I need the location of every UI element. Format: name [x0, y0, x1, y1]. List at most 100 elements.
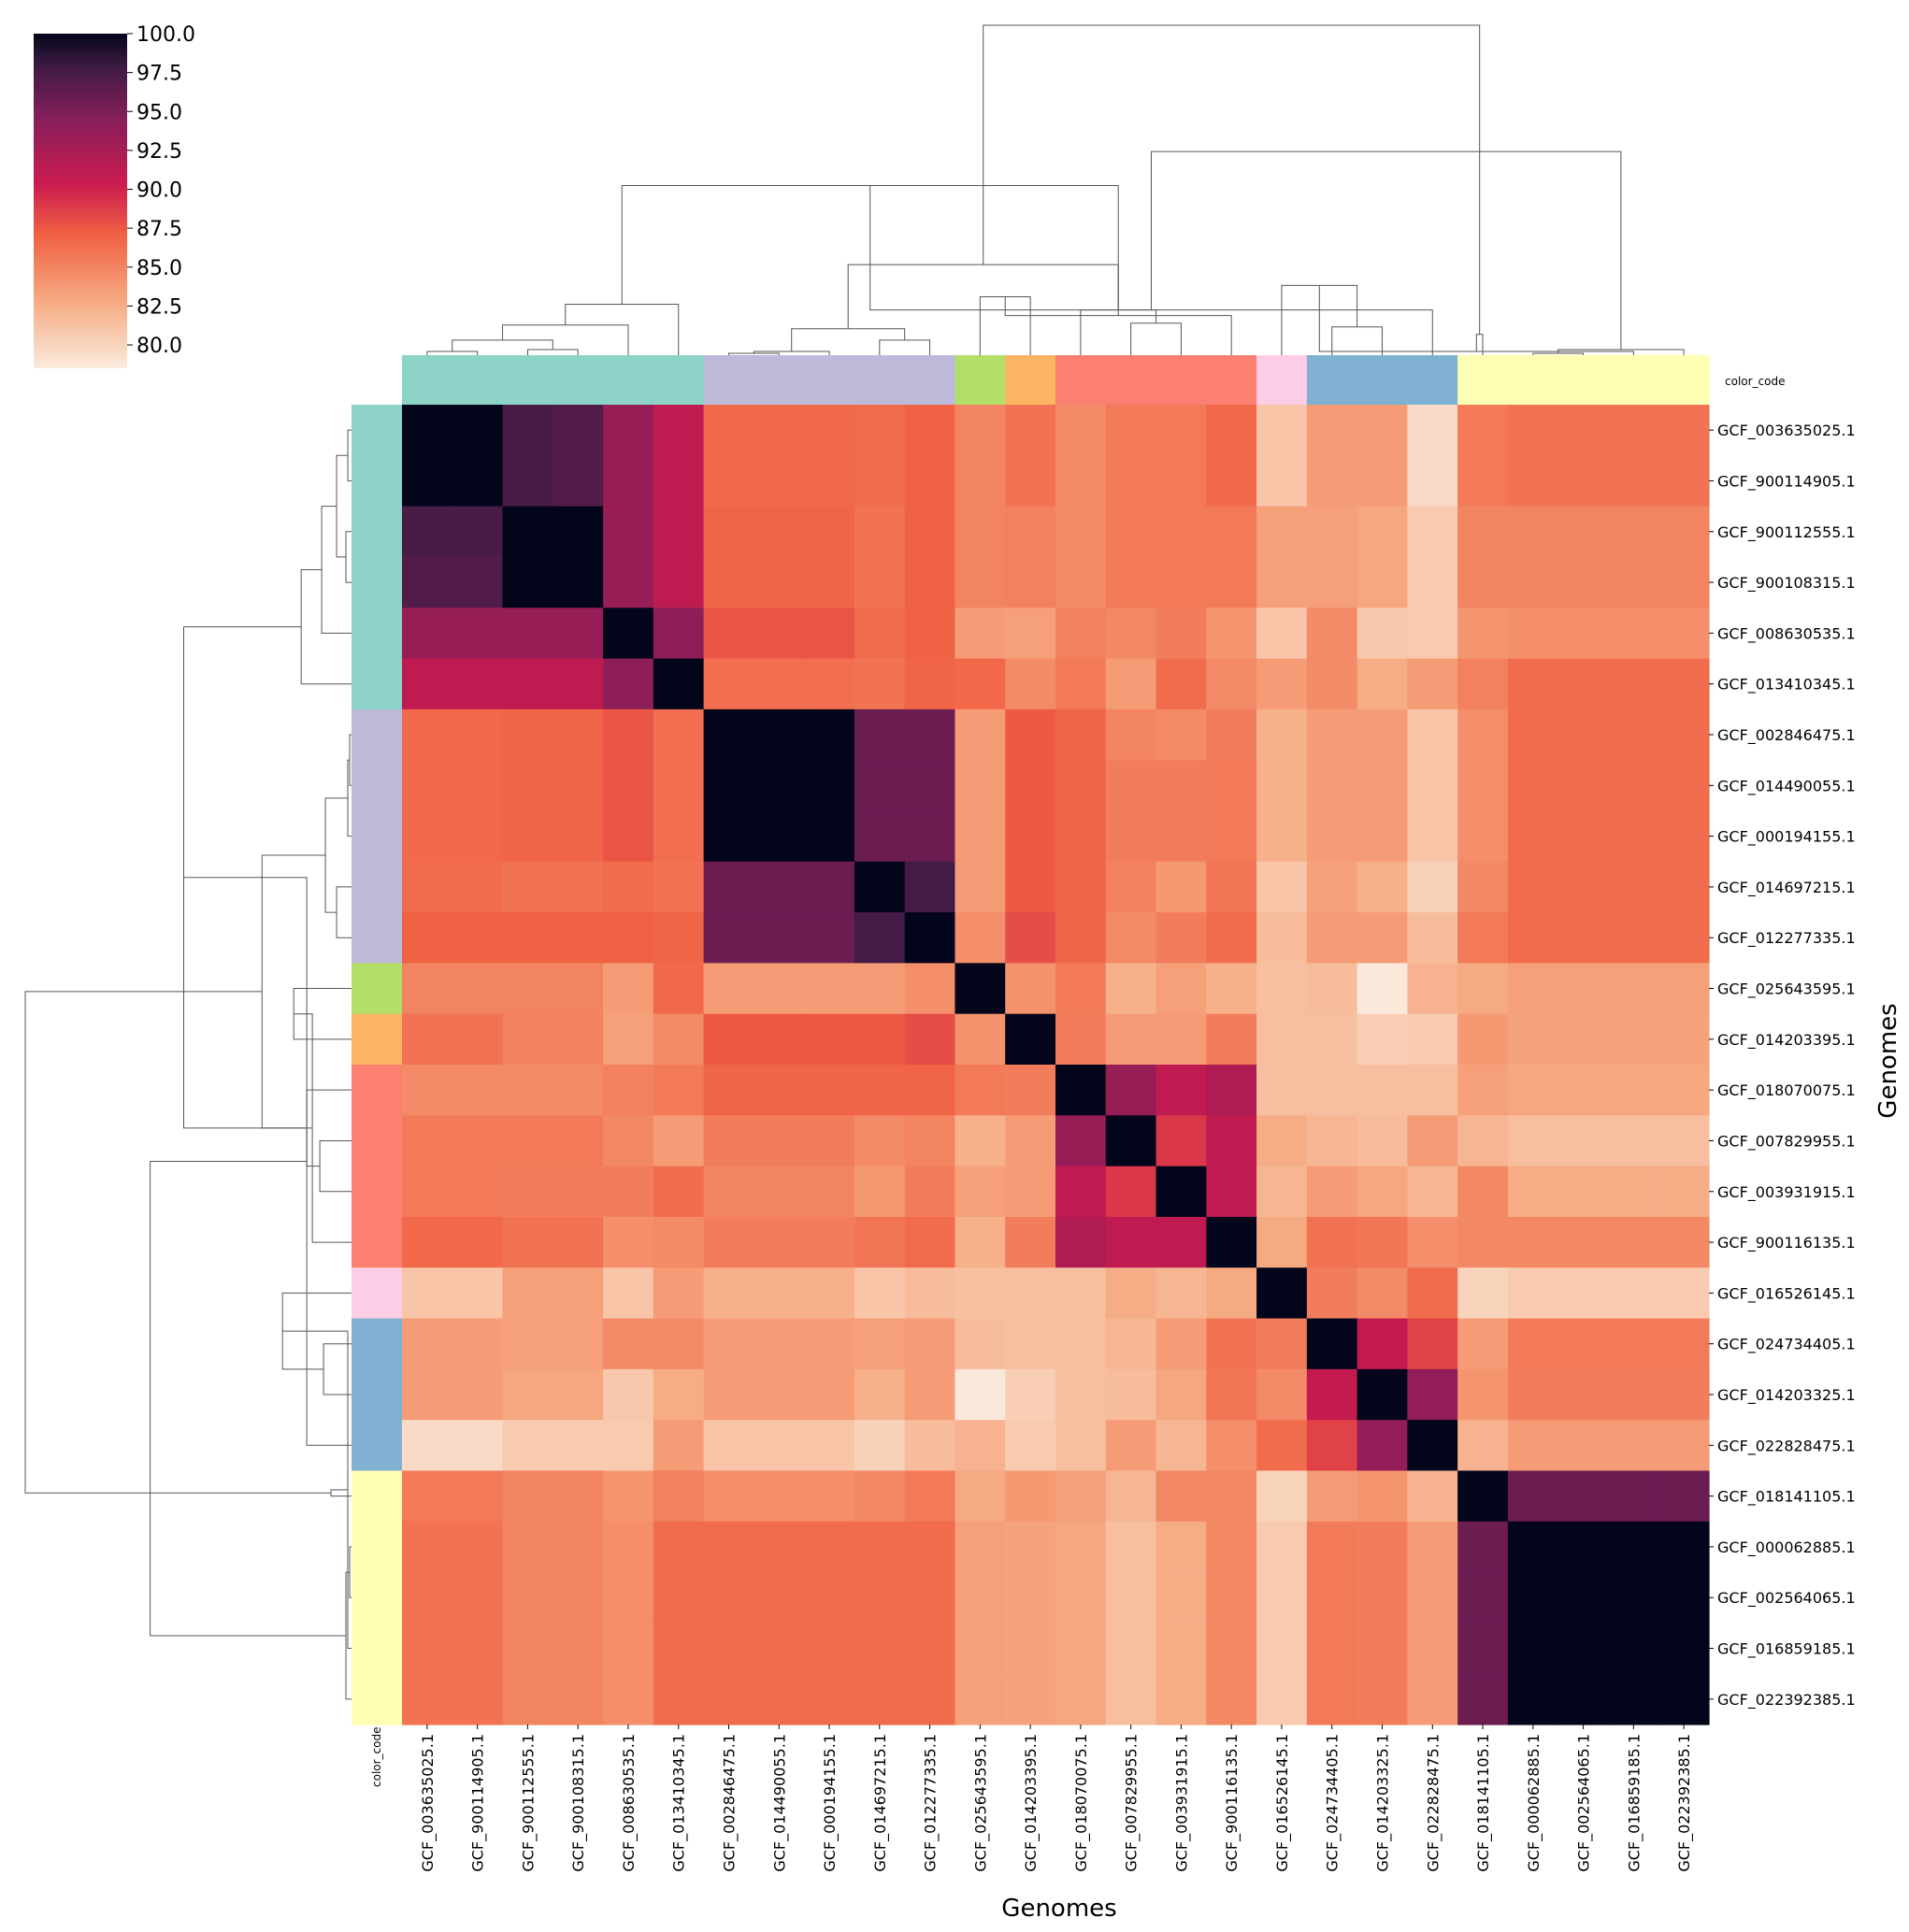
heatmap-cell [1658, 963, 1710, 1015]
heatmap-cell [1557, 912, 1610, 964]
heatmap-cell [603, 760, 654, 812]
heatmap-cell [1507, 1065, 1559, 1116]
heatmap-cell [1356, 708, 1408, 761]
column-dendrogram-link [426, 351, 479, 355]
heatmap-cell [703, 1267, 754, 1320]
heatmap-cell [754, 658, 805, 710]
heatmap-cell [854, 963, 906, 1015]
heatmap-cell [954, 1368, 1006, 1421]
heatmap-cell [553, 1318, 604, 1370]
heatmap-cell [653, 963, 705, 1015]
heatmap-cell [904, 810, 956, 863]
column-color-code-cell [1005, 355, 1056, 405]
heatmap-cell [502, 1623, 553, 1675]
heatmap-cell [904, 658, 956, 710]
heatmap-cell [754, 556, 805, 608]
heatmap-cell [1658, 708, 1710, 761]
column-tick-label: GCF_900108315.1 [569, 1734, 588, 1872]
heatmap-cell [1507, 1318, 1559, 1370]
heatmap-cell [1155, 658, 1207, 710]
heatmap-cell [1658, 810, 1710, 863]
column-color-code-cell [1055, 355, 1107, 405]
heatmap-cell [754, 1623, 805, 1675]
heatmap-cell [1206, 506, 1257, 558]
heatmap-cell [1407, 963, 1458, 1015]
heatmap-cell [854, 1166, 906, 1218]
heatmap-cell [954, 1420, 1006, 1472]
row-color-code-cell [352, 760, 402, 812]
heatmap-cell [553, 608, 604, 660]
heatmap-cell [1306, 1065, 1358, 1116]
heatmap-cell [603, 608, 654, 660]
heatmap-cell [553, 1013, 604, 1066]
heatmap-cell [1256, 1420, 1308, 1472]
column-color-code-cell [1407, 355, 1458, 405]
heatmap-cell [1055, 1420, 1107, 1472]
heatmap-cell [452, 1166, 504, 1218]
heatmap-cell [1105, 1673, 1157, 1725]
heatmap-cell [754, 1267, 805, 1320]
heatmap-cell [452, 963, 504, 1015]
heatmap-cell [502, 1673, 553, 1725]
heatmap-cell [1356, 608, 1408, 660]
heatmap-cell [1507, 1013, 1559, 1066]
heatmap-cell [1557, 963, 1610, 1015]
heatmap-cell [452, 760, 504, 812]
heatmap-cell [1557, 556, 1610, 608]
heatmap-cell [1206, 1368, 1257, 1421]
heatmap-cell [703, 455, 754, 508]
heatmap-cell [1306, 708, 1358, 761]
heatmap-cell [754, 1065, 805, 1116]
heatmap-cell [553, 760, 604, 812]
heatmap-cell [1155, 405, 1207, 456]
heatmap-cell [854, 760, 906, 812]
column-dendrogram-link [1331, 326, 1383, 355]
colorbar-tick-label: 100.0 [136, 23, 195, 47]
heatmap-cell [1557, 1318, 1610, 1370]
row-tick-label: GCF_013410345.1 [1717, 676, 1856, 694]
heatmap-cell [1105, 1065, 1157, 1116]
heatmap-cell [502, 1420, 553, 1472]
heatmap-cell [754, 708, 805, 761]
heatmap-cell [703, 1623, 754, 1675]
heatmap-cell [1206, 708, 1257, 761]
heatmap-cell [653, 912, 705, 964]
heatmap-cell [1105, 405, 1157, 456]
heatmap-cell [603, 556, 654, 608]
heatmap-cell [402, 1521, 453, 1573]
heatmap-cell [1608, 405, 1659, 456]
heatmap-cell [804, 1673, 855, 1725]
row-color-code-cell [352, 810, 402, 863]
heatmap-cell [1356, 861, 1408, 913]
heatmap-cell [1407, 1267, 1458, 1320]
heatmap-cell [1055, 1267, 1107, 1320]
heatmap-cell [1206, 912, 1257, 964]
heatmap-cell [653, 1065, 705, 1116]
heatmap-cell [1105, 1318, 1157, 1370]
heatmap-cell [1557, 658, 1610, 710]
row-dendrogram-link [24, 991, 332, 1494]
heatmap-cell [1105, 556, 1157, 608]
heatmap-cell [1557, 1470, 1610, 1523]
heatmap-cell [452, 405, 504, 456]
heatmap-cell [1608, 912, 1659, 964]
heatmap-cell [1256, 1318, 1308, 1370]
heatmap-cell [1155, 1420, 1207, 1472]
column-dendrogram-link [526, 349, 579, 355]
heatmap-cell [1356, 1115, 1408, 1167]
heatmap-cell [1155, 1470, 1207, 1523]
heatmap-cell [1557, 455, 1610, 508]
heatmap-cell [1608, 1521, 1659, 1573]
row-color-code-cell [352, 1065, 402, 1116]
heatmap-cell [804, 506, 855, 558]
row-tick-label: GCF_007829955.1 [1717, 1132, 1856, 1151]
heatmap-cell [904, 556, 956, 608]
column-tick-label: GCF_000194155.1 [821, 1734, 840, 1872]
heatmap-cell [1105, 1368, 1157, 1421]
column-dendrogram-link [728, 352, 780, 355]
heatmap-cell [804, 608, 855, 660]
heatmap-cell [452, 1420, 504, 1472]
heatmap-cell [854, 1013, 906, 1066]
heatmap-cell [1306, 658, 1358, 710]
heatmap-cell [1658, 1318, 1710, 1370]
